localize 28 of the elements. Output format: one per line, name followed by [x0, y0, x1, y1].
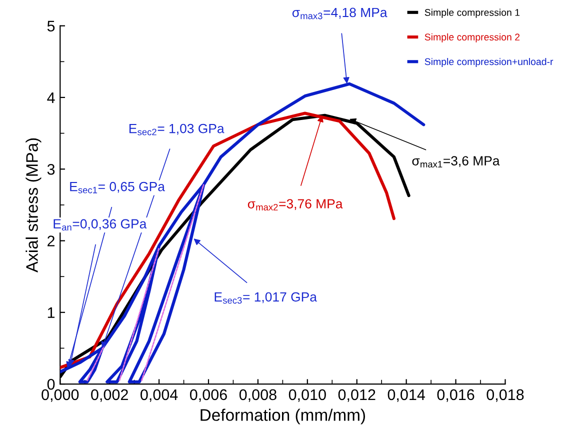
x-tick-label: 0,006: [190, 389, 227, 402]
annotation: E$_{sec3}$= 1,017 GPa: [214, 292, 317, 304]
y-tick-label: 5: [47, 20, 55, 32]
y-axis-title: Axial stress (MPa): [26, 138, 42, 272]
annotation: σ$_{max2}$=3,76 MPa: [248, 199, 343, 210]
x-tick-label: 0,016: [437, 389, 474, 402]
x-tick-label: 0,012: [338, 389, 376, 402]
annotation: σ$_{max1}$=3,6 MPa: [412, 156, 500, 168]
y-tick-label: 1: [48, 307, 55, 318]
y-tick-label: 4: [47, 92, 55, 103]
annotation: E$_{sec1}$= 0,65 GPa: [70, 182, 165, 194]
legend-label: Simple compression 1: [424, 8, 520, 18]
legend-label: Simple compression 2: [424, 33, 520, 42]
x-axis-title: Deformation (mm/mm): [200, 408, 365, 424]
y-tick-label: 0: [47, 378, 55, 390]
x-tick-label: 0,002: [91, 389, 128, 402]
x-tick-label: 0,010: [288, 389, 326, 402]
y-tick-label: 3: [47, 164, 55, 175]
annotation: E$_{sec2}$= 1,03 GPa: [129, 124, 224, 136]
x-tick-label: 0,004: [140, 389, 178, 402]
y-tick-label: 2: [48, 236, 55, 246]
x-tick-label: 0,008: [239, 389, 276, 402]
legend-label: Simple compression+unload-r: [424, 58, 554, 68]
x-tick-label: 0,018: [486, 389, 524, 402]
annotation: E$_{an}$=0,0,36 GPa: [54, 219, 147, 231]
x-tick-label: 0,000: [42, 389, 79, 402]
x-tick-label: 0,014: [388, 389, 425, 402]
annotation: σ$_{max3}$=4,18 MPa: [292, 8, 388, 20]
